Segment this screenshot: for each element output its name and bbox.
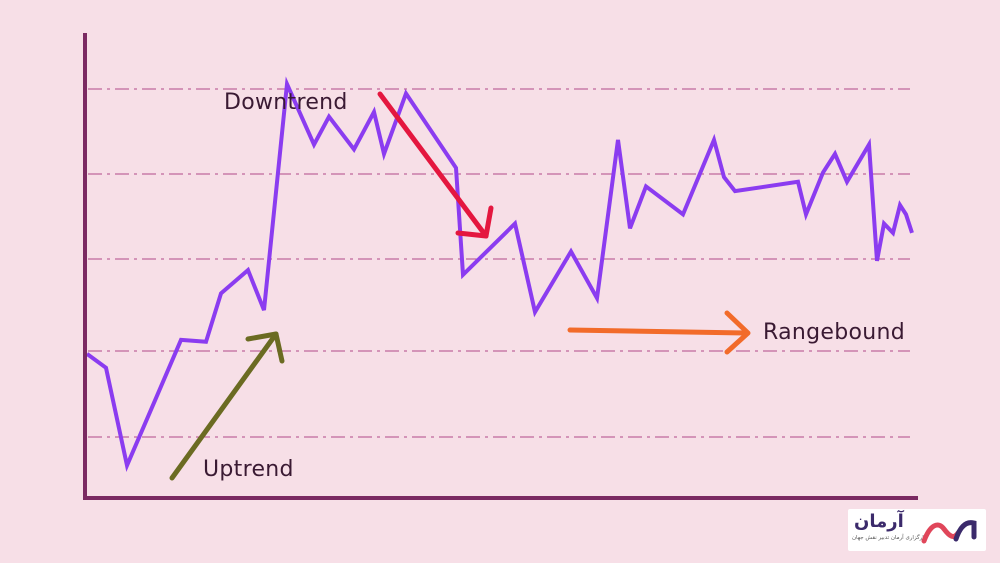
rangebound-arrow [567,310,751,355]
downtrend-arrow [377,91,494,239]
price-line [85,76,914,472]
brand-logo: آرمان کارگزاری آرمان تدبیر نقش جهان [848,509,986,551]
rangebound-label: Rangebound [763,320,906,345]
uptrend-label: Uptrend [203,457,294,482]
logo-tagline: کارگزاری آرمان تدبیر نقش جهان [852,535,927,541]
gridlines [88,88,910,438]
logo-brand-text: آرمان [854,511,904,532]
arman-wave-logo-icon [921,520,977,544]
uptrend-arrow [169,331,285,481]
downtrend-label: Downtrend [224,90,348,115]
